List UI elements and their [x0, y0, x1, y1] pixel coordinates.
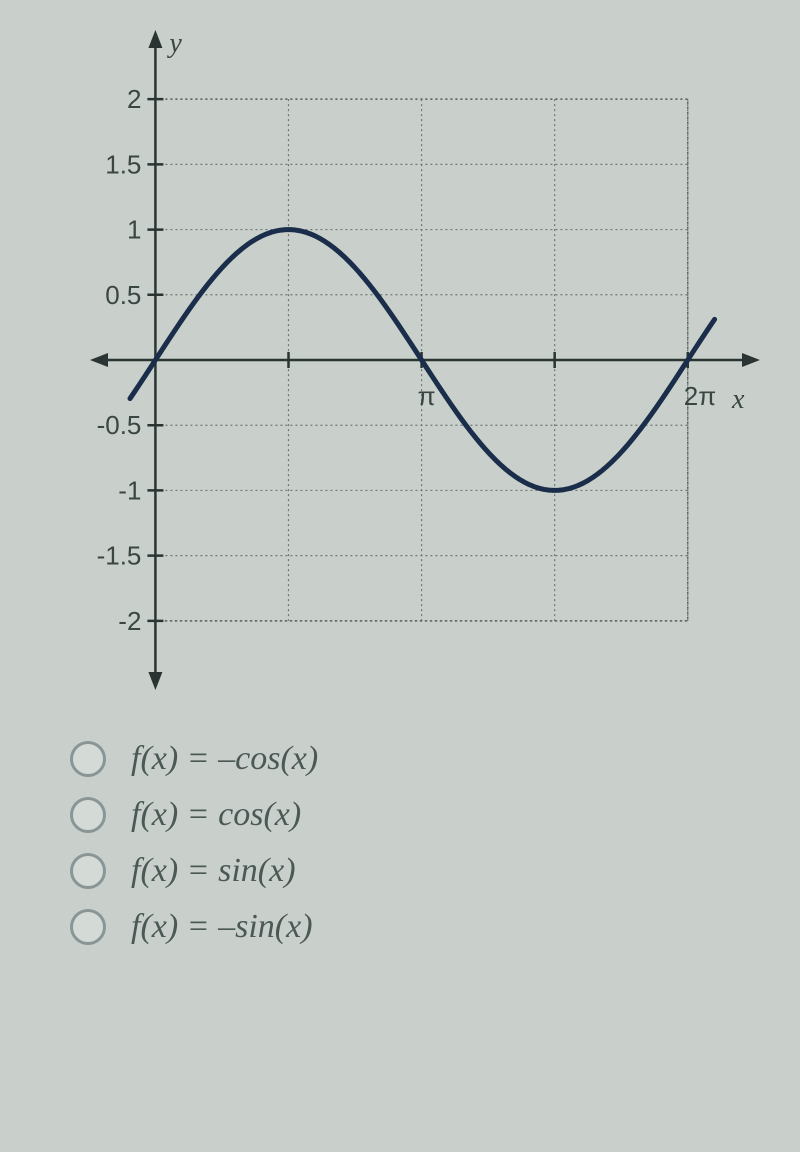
option-formula: f(x) = sin(x): [131, 852, 296, 890]
svg-text:-2: -2: [118, 606, 141, 636]
answer-option-2[interactable]: f(x) = sin(x): [70, 852, 780, 890]
chart-area: y x 2 1.5 1 0.5 -0.5 -1 -1.5 -2 π 2π: [40, 20, 780, 700]
svg-text:-0.5: -0.5: [97, 410, 142, 440]
svg-text:x: x: [731, 384, 745, 415]
option-formula: f(x) = –cos(x): [131, 740, 318, 778]
svg-text:2π: 2π: [684, 381, 716, 411]
radio-button[interactable]: [70, 853, 106, 889]
radio-button[interactable]: [70, 741, 106, 777]
radio-button[interactable]: [70, 909, 106, 945]
svg-text:y: y: [166, 28, 182, 59]
answer-option-3[interactable]: f(x) = –sin(x): [70, 908, 780, 946]
svg-text:π: π: [418, 381, 436, 411]
svg-text:-1.5: -1.5: [97, 541, 142, 571]
svg-text:1.5: 1.5: [105, 149, 141, 179]
option-formula: f(x) = –sin(x): [131, 908, 313, 946]
sine-chart: y x 2 1.5 1 0.5 -0.5 -1 -1.5 -2 π 2π: [40, 20, 760, 700]
svg-text:-1: -1: [118, 475, 141, 505]
option-formula: f(x) = cos(x): [131, 796, 301, 834]
answer-options: f(x) = –cos(x) f(x) = cos(x) f(x) = sin(x)…: [70, 740, 780, 946]
svg-text:2: 2: [127, 84, 141, 114]
radio-button[interactable]: [70, 797, 106, 833]
svg-text:1: 1: [127, 215, 141, 245]
answer-option-1[interactable]: f(x) = cos(x): [70, 796, 780, 834]
question-container: y x 2 1.5 1 0.5 -0.5 -1 -1.5 -2 π 2π f(x) = –cos(x)…: [20, 20, 780, 946]
answer-option-0[interactable]: f(x) = –cos(x): [70, 740, 780, 778]
svg-text:0.5: 0.5: [105, 280, 141, 310]
